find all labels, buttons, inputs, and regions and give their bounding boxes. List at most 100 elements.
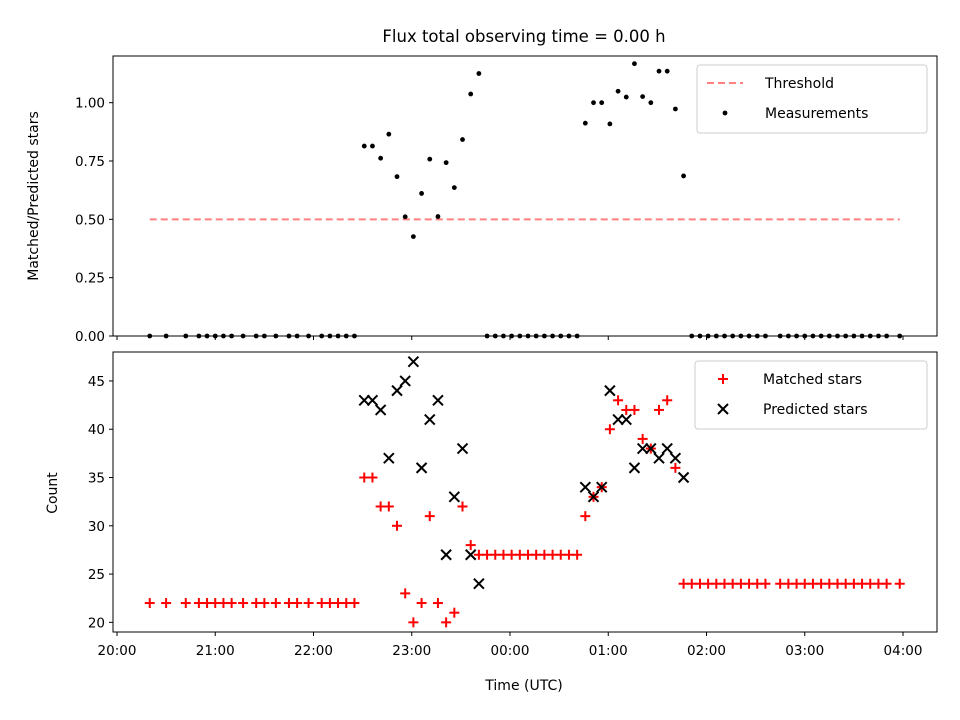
measurement-point xyxy=(591,100,596,106)
measurement-point xyxy=(851,333,857,339)
predicted-star-marker xyxy=(440,549,452,561)
x-tick-label: 23:00 xyxy=(392,643,431,659)
measurement-point xyxy=(451,185,457,191)
y-tick-label: 40 xyxy=(88,422,105,438)
measurement-point xyxy=(468,91,474,97)
measurement-point xyxy=(386,131,392,137)
predicted-star-marker xyxy=(473,578,485,590)
measurement-point xyxy=(582,120,588,126)
ratio-plot-area xyxy=(147,61,903,339)
legend-swatch xyxy=(718,374,728,384)
measurement-point xyxy=(754,333,760,339)
legend-label: Predicted stars xyxy=(763,402,868,418)
measurement-point xyxy=(517,333,523,339)
ratio-y-axis-label: Matched/Predicted stars xyxy=(26,111,42,281)
matched-star-marker xyxy=(604,424,615,435)
measurement-point xyxy=(672,106,678,112)
measurement-point xyxy=(196,333,202,339)
measurement-point xyxy=(394,174,400,180)
measurement-point xyxy=(204,333,210,339)
measurement-point xyxy=(443,160,449,166)
measurement-point xyxy=(713,333,719,339)
matched-star-marker xyxy=(432,598,443,609)
predicted-star-marker xyxy=(391,384,403,397)
measurement-point xyxy=(327,333,333,339)
matched-star-marker xyxy=(408,617,419,628)
legend-box xyxy=(694,360,928,430)
y-tick-label: 25 xyxy=(88,567,105,583)
predicted-star-marker xyxy=(595,481,608,493)
measurement-point xyxy=(229,333,235,339)
measurement-point xyxy=(419,191,424,196)
measurement-point xyxy=(722,333,727,339)
measurement-point xyxy=(183,333,189,339)
predicted-star-marker xyxy=(366,394,379,406)
matched-star-marker xyxy=(383,501,394,512)
matched-star-marker xyxy=(629,404,640,415)
matched-star-marker xyxy=(424,511,435,522)
measurement-point xyxy=(343,333,349,339)
measurement-point xyxy=(501,333,506,339)
measurement-point xyxy=(427,156,433,162)
count-legend: Matched stars Predicted stars xyxy=(694,360,928,430)
measurement-point xyxy=(402,214,408,220)
measurement-point xyxy=(884,333,890,339)
predicted-star-marker xyxy=(399,375,411,387)
matched-star-marker xyxy=(349,598,360,609)
x-tick-label: 00:00 xyxy=(491,643,530,659)
x-tick-label: 22:00 xyxy=(294,643,333,659)
measurement-point xyxy=(147,333,153,339)
predicted-star-marker xyxy=(383,452,395,464)
measurement-point xyxy=(802,333,808,339)
y-tick-label: 0.00 xyxy=(75,329,105,345)
measurement-point xyxy=(335,333,341,339)
measurement-point xyxy=(410,234,416,240)
measurement-point xyxy=(738,333,744,339)
measurement-point xyxy=(763,333,768,339)
predicted-star-marker xyxy=(432,394,444,406)
predicted-star-marker xyxy=(669,452,682,464)
measurement-point xyxy=(681,173,686,179)
predicted-star-marker xyxy=(604,384,616,397)
measurement-point xyxy=(525,333,531,339)
measurement-point xyxy=(163,333,169,339)
legend-label: Matched stars xyxy=(763,372,862,388)
matched-star-marker xyxy=(613,395,624,406)
matched-star-marker xyxy=(760,578,771,589)
measurement-point xyxy=(212,333,218,339)
measurement-point xyxy=(286,333,292,339)
y-tick-label: 0.25 xyxy=(75,271,105,287)
plot-frame xyxy=(112,55,938,337)
y-tick-label: 45 xyxy=(88,374,105,390)
measurement-point xyxy=(730,333,736,339)
measurement-point xyxy=(632,61,637,67)
matched-star-marker xyxy=(637,433,648,444)
measurement-point xyxy=(352,333,357,339)
matched-star-marker xyxy=(881,578,892,589)
measurement-point xyxy=(897,333,903,339)
measurement-point xyxy=(640,94,646,99)
measurement-point xyxy=(835,333,840,339)
measurement-point xyxy=(785,333,791,339)
x-tick-label: 21:00 xyxy=(196,643,235,659)
y-tick-label: 0.75 xyxy=(75,154,105,170)
legend-swatch xyxy=(717,403,729,415)
matched-star-marker xyxy=(238,598,249,609)
predicted-star-marker xyxy=(620,413,632,426)
predicted-star-marker xyxy=(407,355,420,368)
matched-star-marker xyxy=(392,520,403,531)
count-panel: 20 25 30 35 40 45 20:00 21:00 22:00 23:00 00:00 01:… xyxy=(45,351,938,694)
x-tick-label: 01:00 xyxy=(589,643,628,659)
legend-box xyxy=(696,64,928,134)
matched-star-marker xyxy=(270,598,281,609)
count-axes: 20 25 30 35 40 45 20:00 21:00 22:00 23:00 00:00 01:… xyxy=(88,351,938,659)
measurement-point xyxy=(697,333,703,339)
x-tick-label: 04:00 xyxy=(884,643,923,659)
measurement-point xyxy=(859,333,865,339)
predicted-star-marker xyxy=(374,404,387,416)
matched-star-marker xyxy=(449,607,460,618)
measurement-point xyxy=(615,88,621,94)
measurement-point xyxy=(566,333,572,339)
matched-star-marker xyxy=(416,598,427,609)
